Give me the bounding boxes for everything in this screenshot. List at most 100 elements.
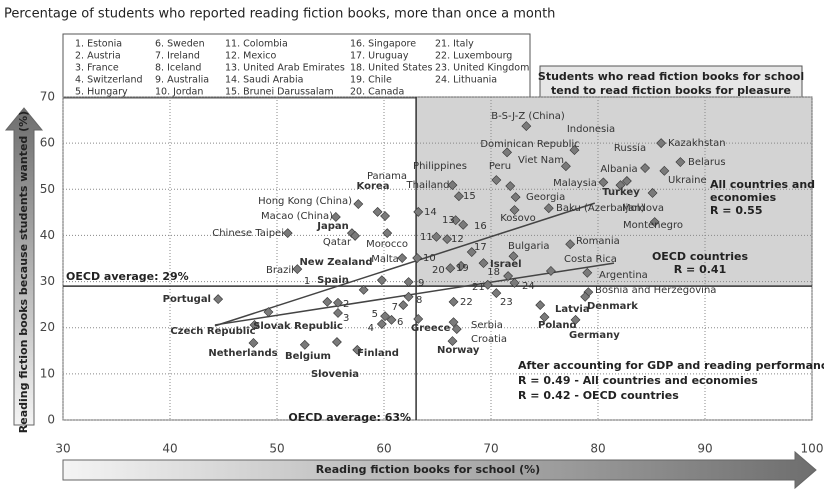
- legend-key-entry: 23. United Kingdom: [435, 63, 529, 74]
- point-label: Thailand: [406, 180, 450, 191]
- point: [565, 239, 576, 250]
- legend-key-entry: 6. Sweden: [155, 39, 205, 50]
- point-label: Georgia: [526, 192, 565, 203]
- point: [502, 147, 512, 158]
- annotation: OECD countries: [652, 250, 749, 263]
- point: [640, 163, 651, 173]
- y-axis-label: Reading fiction books because students w…: [17, 111, 30, 433]
- point-label: Finland: [357, 348, 399, 359]
- trend-line: [214, 262, 615, 326]
- y-axis-arrow: [4, 107, 44, 426]
- x-tick-label: 70: [483, 442, 498, 456]
- point-label: Czech Republic: [170, 326, 255, 337]
- point: [442, 234, 453, 245]
- point-label: 14: [424, 207, 437, 218]
- legend-key-entry: 24. Lithuania: [435, 75, 497, 86]
- point-label: Poland: [538, 320, 577, 331]
- point-label: 12: [451, 234, 464, 245]
- y-tick-label: 60: [40, 136, 55, 150]
- point: [448, 317, 459, 328]
- legend-key-entry: 13. United Arab Emirates: [225, 63, 345, 74]
- x-tick-label: 90: [697, 442, 712, 456]
- point: [508, 251, 519, 262]
- point: [403, 291, 414, 302]
- legend-box: [62, 33, 531, 99]
- point: [353, 199, 364, 209]
- legend-key-entry: 19. Chile: [350, 75, 392, 86]
- legend-key-entry: 7. Ireland: [155, 51, 200, 62]
- point-label: Malta: [371, 254, 399, 265]
- legend-key-entry: 5. Hungary: [75, 87, 128, 98]
- point-label: Qatar: [323, 237, 352, 248]
- legend-key-entry: 17. Uruguay: [350, 51, 409, 62]
- shaded-quadrant: [416, 97, 812, 287]
- point-label: Turkey: [602, 187, 640, 198]
- y-tick-label: 30: [40, 274, 55, 288]
- point-label: Slovak Republic: [253, 321, 343, 332]
- point: [598, 177, 609, 188]
- point-label: Russia: [614, 143, 646, 154]
- point: [299, 339, 310, 350]
- point: [386, 314, 397, 325]
- x-tick-label: 80: [590, 442, 605, 456]
- point-label: New Zealand: [299, 257, 372, 268]
- point: [382, 228, 393, 239]
- point-label: 17: [474, 242, 487, 253]
- point-label: Spain: [317, 275, 349, 286]
- y-tick-label: 0: [47, 413, 55, 427]
- point: [451, 324, 462, 335]
- point: [333, 308, 343, 318]
- point: [431, 231, 442, 242]
- point-label: 13: [442, 215, 455, 226]
- point-label: Dominican Republic: [480, 139, 579, 150]
- legend-key-entry: 12. Mexico: [225, 51, 276, 62]
- point: [482, 279, 493, 290]
- point: [447, 336, 458, 347]
- point: [445, 263, 456, 274]
- y-tick-label: 20: [40, 320, 55, 334]
- point: [453, 191, 464, 202]
- x-tick-label: 30: [55, 442, 70, 456]
- point-label: 18: [487, 267, 500, 278]
- point-label: Bulgaria: [508, 241, 549, 252]
- point-label: 3: [343, 313, 349, 324]
- chart-title: Percentage of students who reported read…: [4, 7, 555, 22]
- point-label: Ukraine: [668, 175, 707, 186]
- point: [503, 271, 514, 281]
- point-label: Belgium: [285, 351, 331, 362]
- point-label: 10: [423, 253, 436, 264]
- point-label: Costa Rica: [564, 254, 617, 265]
- x-axis-arrow: [62, 450, 817, 490]
- point: [249, 320, 260, 330]
- point-label: 19: [456, 263, 469, 274]
- y-tick-label: 10: [40, 366, 55, 380]
- point: [447, 180, 458, 191]
- point-label: 8: [416, 295, 422, 306]
- point: [403, 277, 414, 287]
- point: [509, 278, 520, 288]
- x-tick-label: 50: [269, 442, 284, 456]
- y-tick-label: 50: [40, 182, 55, 196]
- annotation: R = 0.55: [710, 204, 763, 217]
- point-label: Argentina: [599, 270, 648, 281]
- point: [621, 176, 632, 186]
- annotation: R = 0.41: [674, 263, 727, 276]
- point-label: Moldova: [622, 203, 664, 214]
- point: [543, 203, 554, 214]
- point: [647, 188, 658, 198]
- point-label: 23: [500, 297, 513, 308]
- point: [458, 219, 469, 230]
- point-label: Germany: [569, 330, 620, 341]
- point-label: Montenegro: [623, 220, 683, 231]
- annotation: All countries and: [710, 178, 815, 191]
- point: [659, 165, 670, 176]
- callout-text: tend to read fiction books for pleasure: [551, 84, 791, 97]
- point-label: Croatia: [471, 334, 507, 345]
- legend-key-entry: 11. Colombia: [225, 39, 288, 50]
- legend-key-entry: 2. Austria: [75, 51, 121, 62]
- point-label: 7: [392, 302, 398, 313]
- point-label: Hong Kong (China): [258, 196, 352, 207]
- annotation: After accounting for GDP and reading per…: [518, 359, 824, 372]
- point-label: Bosnia and Herzegovina: [595, 285, 716, 296]
- point: [560, 161, 571, 172]
